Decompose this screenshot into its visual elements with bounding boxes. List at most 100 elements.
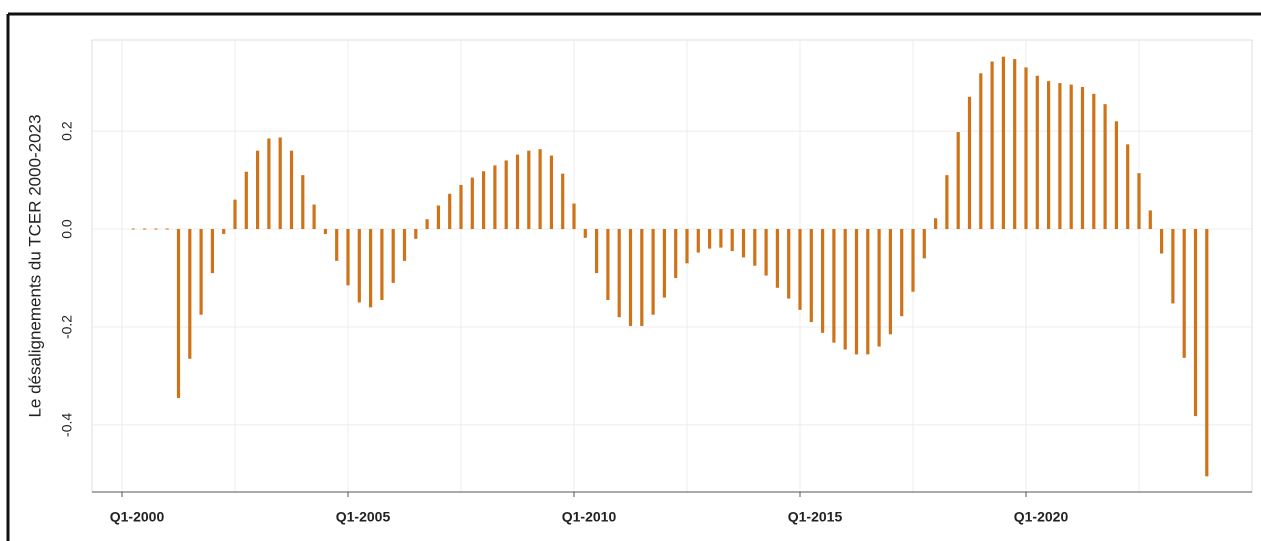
bar (1205, 229, 1209, 477)
bar (143, 228, 147, 230)
bar (787, 229, 791, 299)
bar (414, 229, 418, 239)
bar (719, 229, 723, 248)
x-tick-label: Q1-2015 (788, 509, 843, 525)
bar (1193, 229, 1198, 417)
bar (1114, 121, 1118, 230)
bar (425, 219, 429, 230)
bar (922, 229, 926, 259)
bar (741, 229, 746, 258)
bar (357, 229, 361, 303)
bar (549, 155, 553, 230)
bar (289, 150, 294, 230)
bar (685, 229, 689, 264)
bar (674, 229, 678, 278)
bar (798, 229, 802, 310)
bar (821, 229, 825, 333)
bar (267, 138, 271, 230)
bar (1160, 229, 1164, 254)
bar (301, 175, 305, 230)
bar (256, 150, 260, 230)
bar (504, 160, 508, 230)
bar (515, 154, 520, 230)
x-tick-label: Q1-2010 (562, 509, 617, 525)
bar (753, 229, 757, 266)
bar (651, 229, 655, 315)
bar (323, 229, 327, 234)
bar (583, 229, 587, 238)
bar (312, 204, 316, 230)
bar (934, 218, 938, 230)
bar (391, 229, 395, 283)
bar (402, 229, 407, 261)
bar (244, 171, 248, 230)
bar (1182, 229, 1186, 358)
bar (1047, 81, 1051, 230)
bar (990, 61, 994, 230)
bar (188, 229, 192, 359)
bar (595, 229, 599, 274)
bar (696, 229, 700, 253)
bar (1035, 75, 1039, 230)
bar (1103, 104, 1107, 230)
bar (222, 229, 226, 234)
bar (572, 203, 576, 230)
bar (979, 73, 983, 230)
bar (335, 229, 339, 261)
bar (730, 229, 734, 252)
bar (176, 229, 181, 398)
bar (1001, 56, 1005, 230)
bar (493, 165, 497, 230)
bar (1126, 144, 1130, 230)
bar (775, 229, 779, 288)
bar (380, 229, 384, 301)
bar (131, 228, 135, 230)
bar (436, 205, 440, 230)
bar (199, 229, 203, 315)
bar (538, 149, 542, 230)
bar (854, 229, 859, 355)
bar (1137, 173, 1141, 230)
bar (1069, 84, 1073, 230)
bar (628, 229, 633, 326)
y-tick-label: -0.4 (59, 413, 75, 437)
bar (346, 229, 350, 286)
bar (1080, 87, 1085, 230)
bar (877, 229, 881, 347)
bar (448, 193, 452, 230)
x-tick-label: Q1-2020 (1014, 509, 1069, 525)
bar (165, 228, 169, 230)
bar (1171, 229, 1175, 304)
bar (527, 150, 531, 230)
bar (888, 229, 892, 335)
bar (482, 171, 486, 230)
bar (1092, 93, 1096, 230)
y-tick-label: -0.2 (59, 315, 75, 339)
bar (809, 229, 813, 323)
bar (843, 229, 847, 350)
y-axis-label: Le désalignements du TCER 2000-2023 (25, 114, 44, 417)
bar (832, 229, 836, 343)
bar (900, 229, 904, 317)
bar (967, 96, 972, 230)
bar (1013, 59, 1017, 230)
bar (911, 229, 915, 292)
bar (278, 137, 282, 230)
bar (617, 229, 621, 318)
bar (606, 229, 610, 301)
x-tick-label: Q1-2005 (336, 509, 391, 525)
bar (662, 229, 666, 298)
bar (470, 177, 474, 230)
bar (956, 132, 960, 230)
y-tick-label: 0.0 (59, 219, 75, 239)
bar (764, 229, 768, 276)
bar (233, 199, 237, 230)
bar (945, 175, 949, 230)
bar (866, 229, 870, 355)
x-tick-label: Q1-2000 (110, 509, 165, 525)
bar (640, 229, 644, 326)
bar (708, 229, 712, 249)
y-tick-label: 0.2 (59, 121, 75, 141)
bar (561, 173, 565, 230)
